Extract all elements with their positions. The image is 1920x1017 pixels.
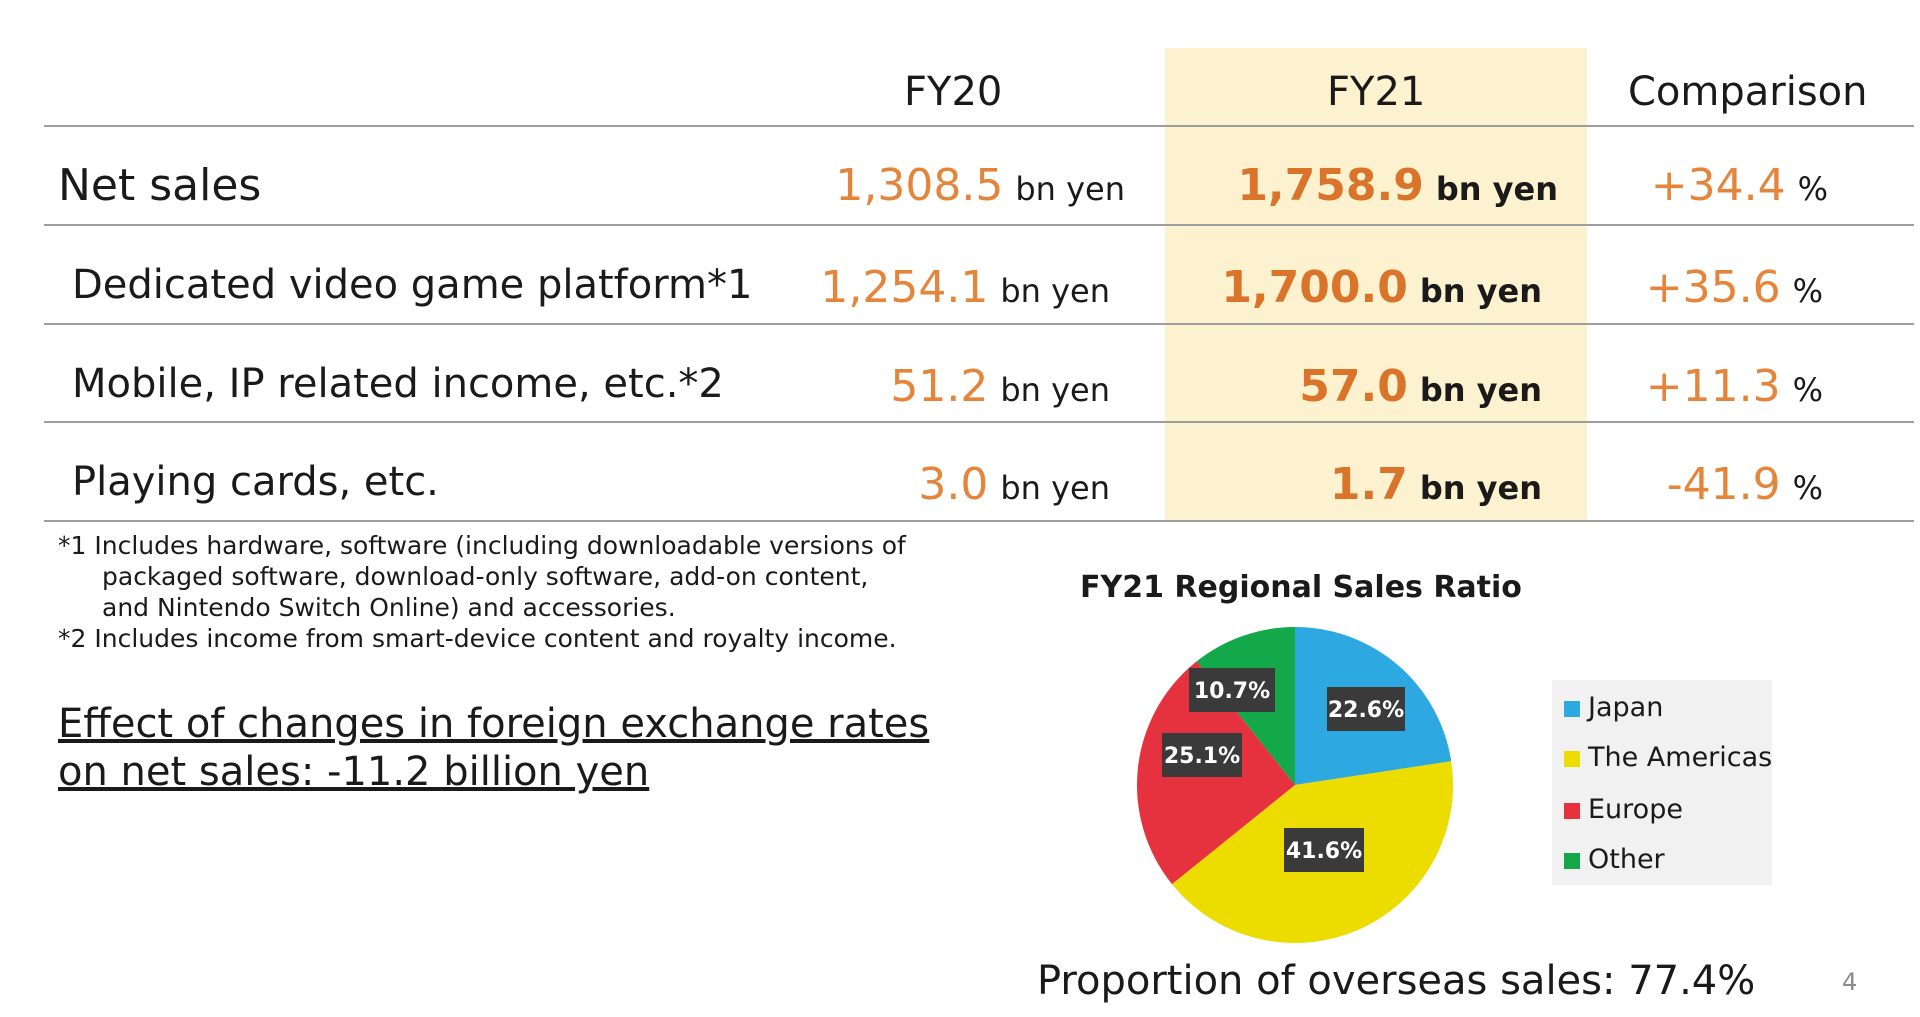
fx-effect-note: Effect of changes in foreign exchange ra…	[58, 700, 929, 796]
table-rule	[44, 421, 1914, 423]
row-label-dedicated-platform: Dedicated video game platform*1	[72, 262, 753, 308]
net-sales-comparison: +34.4%	[1650, 160, 1828, 211]
legend-item-europe: Europe	[1564, 794, 1683, 825]
net-sales-fy21: 1,758.9 bn yen	[1237, 160, 1558, 211]
mobile-ip-fy20: 51.2 bn yen	[890, 361, 1110, 412]
pie-label-other: 10.7%	[1189, 668, 1275, 712]
footnote-1-line-3: and Nintendo Switch Online) and accessor…	[102, 593, 676, 622]
header-comparison: Comparison	[1628, 69, 1868, 115]
legend-swatch-other	[1564, 853, 1580, 869]
svg-text:10.7%: 10.7%	[1194, 679, 1270, 704]
svg-text:41.6%: 41.6%	[1286, 839, 1362, 864]
fx-effect-line-2: on net sales: -11.2 billion yen	[58, 749, 650, 795]
row-label-playing-cards: Playing cards, etc.	[72, 459, 439, 505]
page-number: 4	[1842, 968, 1858, 996]
footnote-2: *2 Includes income from smart-device con…	[58, 624, 897, 653]
dedicated-platform-fy21: 1,700.0 bn yen	[1221, 262, 1542, 313]
dedicated-platform-comparison: +35.6%	[1645, 262, 1823, 313]
mobile-ip-fy21: 57.0 bn yen	[1299, 361, 1542, 412]
footnote-1-line-2: packaged software, download-only softwar…	[102, 562, 869, 591]
header-fy20: FY20	[904, 69, 1003, 115]
legend-item-americas: The Americas	[1564, 742, 1772, 773]
table-rule	[44, 224, 1914, 226]
footnote-1-line-1: *1 Includes hardware, software (includin…	[58, 531, 906, 560]
table-rule	[44, 125, 1914, 127]
mobile-ip-comparison: +11.3%	[1645, 361, 1823, 412]
pie-label-europe: 25.1%	[1162, 733, 1242, 777]
fx-effect-line-1: Effect of changes in foreign exchange ra…	[58, 701, 930, 747]
pie-label-japan: 22.6%	[1327, 687, 1405, 731]
regional-sales-pie-chart: 22.6% 41.6% 25.1% 10.7%	[1137, 627, 1453, 943]
footnotes: *1 Includes hardware, software (includin…	[58, 530, 906, 654]
legend-swatch-europe	[1564, 803, 1580, 819]
chart-legend: Japan The Americas Europe Other	[1552, 680, 1772, 885]
net-sales-fy20: 1,308.5 bn yen	[835, 160, 1125, 211]
svg-text:22.6%: 22.6%	[1328, 698, 1404, 723]
legend-swatch-japan	[1564, 701, 1580, 717]
playing-cards-comparison: -41.9%	[1666, 459, 1823, 510]
table-rule	[44, 323, 1914, 325]
legend-swatch-americas	[1564, 751, 1580, 767]
playing-cards-fy20: 3.0 bn yen	[918, 459, 1110, 510]
svg-text:25.1%: 25.1%	[1164, 744, 1240, 769]
legend-item-other: Other	[1564, 844, 1665, 875]
header-fy21: FY21	[1327, 69, 1426, 115]
overseas-sales-proportion: Proportion of overseas sales: 77.4%	[1037, 958, 1756, 1004]
legend-item-japan: Japan	[1564, 692, 1663, 723]
playing-cards-fy21: 1.7 bn yen	[1329, 459, 1542, 510]
dedicated-platform-fy20: 1,254.1 bn yen	[820, 262, 1110, 313]
table-rule	[44, 520, 1914, 522]
chart-title: FY21 Regional Sales Ratio	[1080, 570, 1522, 605]
pie-label-americas: 41.6%	[1284, 828, 1364, 872]
row-label-net-sales: Net sales	[58, 160, 262, 211]
row-label-mobile-ip: Mobile, IP related income, etc.*2	[72, 361, 724, 407]
